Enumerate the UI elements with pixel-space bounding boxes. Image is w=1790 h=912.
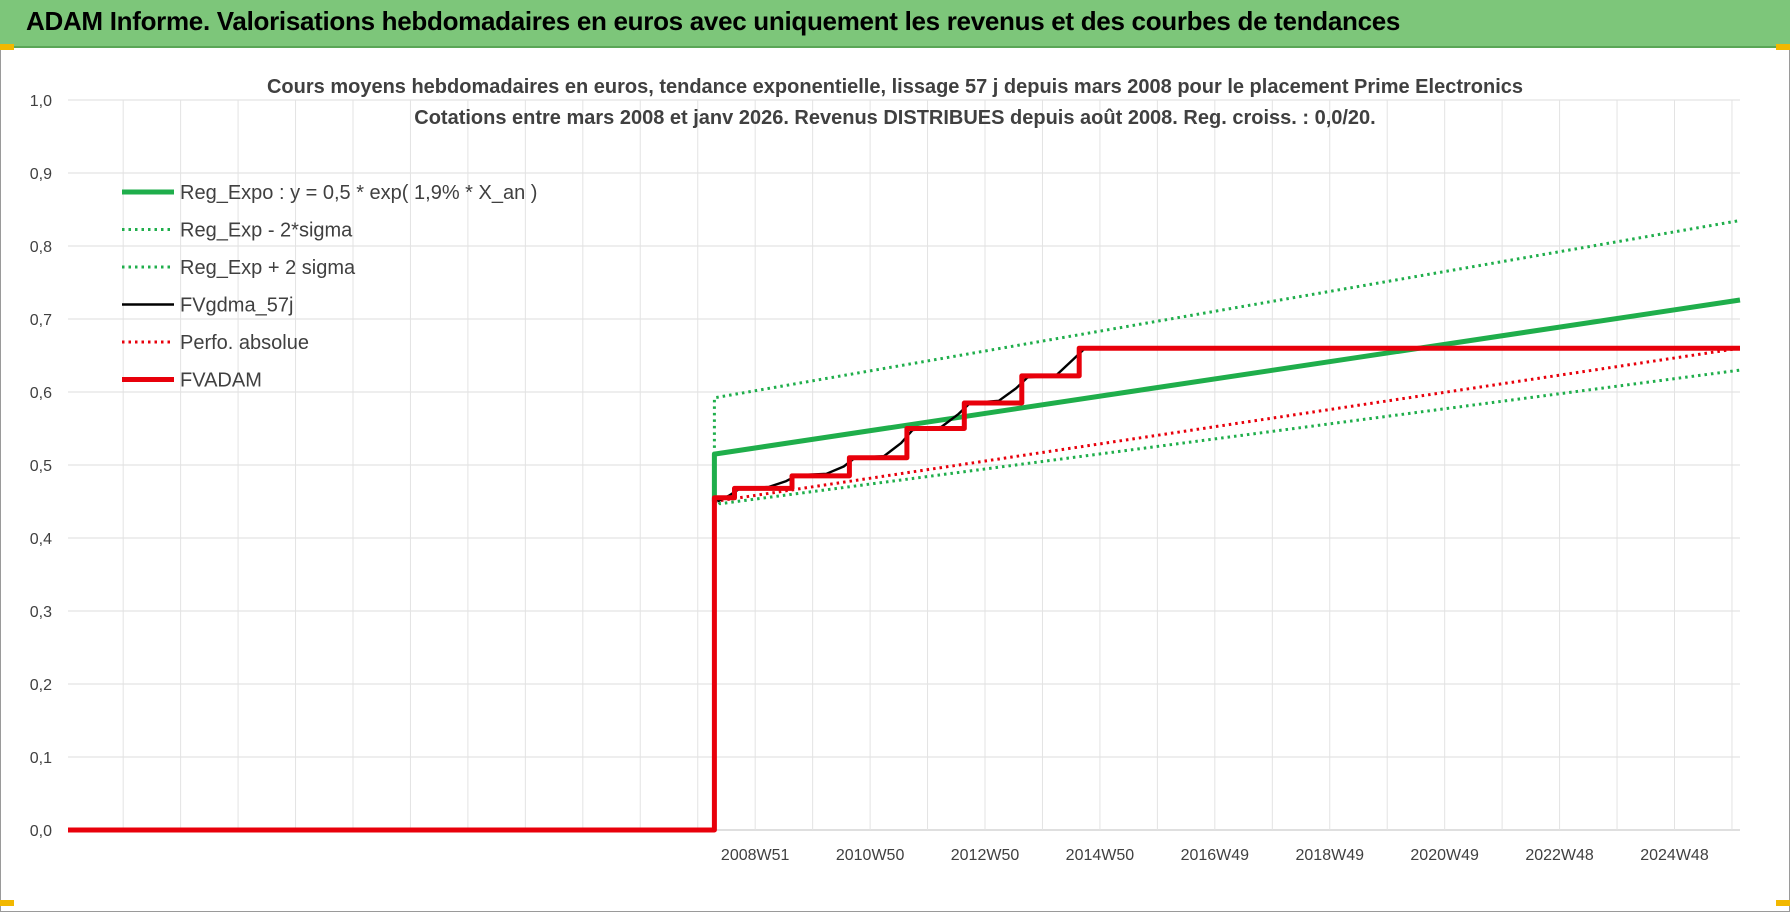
series-line-5 [68,345,1740,833]
x-tick-label: 2014W50 [1066,847,1135,864]
banner-title: ADAM Informe. Valorisations hebdomadaire… [26,6,1401,36]
axis-labels: 0,0 0,1 0,2 0,3 0,4 0,5 0,6 0,7 0,8 0,9 1,0 2008W51… [30,93,1709,864]
x-tick-label: 2016W49 [1181,847,1250,864]
x-tick-label: 2022W48 [1525,847,1594,864]
y-tick-label: 0,0 [30,823,52,840]
x-tick-label: 2008W51 [721,847,790,864]
x-tick-label: 2018W49 [1296,847,1365,864]
corner-marker-bottom-left [0,900,14,906]
y-tick-label: 0,8 [30,239,52,256]
corner-marker-top-right [1776,44,1790,50]
banner: ADAM Informe. Valorisations hebdomadaire… [0,0,1790,48]
series-lines [68,219,1741,833]
y-tick-label: 0,9 [30,166,52,183]
y-tick-label: 0,1 [30,750,52,767]
legend-label: Reg_Exp - 2*sigma [180,220,353,242]
series-line-4 [68,346,1741,832]
y-tick-label: 0,6 [30,385,52,402]
x-tick-label: 2024W48 [1640,847,1709,864]
x-tick-label: 2012W50 [951,847,1020,864]
chart-subtitle: Cotations entre mars 2008 et janv 2026. … [414,107,1375,129]
y-tick-label: 1,0 [30,93,52,110]
legend-label: Reg_Exp + 2 sigma [180,257,356,279]
series-line-2 [712,219,1741,487]
corner-marker-top-left [0,44,14,50]
grid-lines [68,99,1740,831]
legend-label: Reg_Expo : y = 0,5 * exp( 1,9% * X_an ) [180,182,537,204]
y-tick-label: 0,4 [30,531,52,548]
y-tick-label: 0,2 [30,677,52,694]
corner-marker-bottom-right [1776,900,1790,906]
x-tick-label: 2010W50 [836,847,905,864]
series-line-0 [711,297,1741,502]
y-tick-label: 0,7 [30,312,52,329]
y-tick-label: 0,3 [30,604,52,621]
legend: Reg_Expo : y = 0,5 * exp( 1,9% * X_an ) R… [122,182,537,392]
series-line-1 [713,368,1741,506]
y-tick-label: 0,5 [30,458,52,475]
x-tick-label: 2020W49 [1410,847,1479,864]
legend-label: Perfo. absolue [180,332,309,354]
legend-label: FVADAM [180,370,262,392]
chart-titles: Cours moyens hebdomadaires en euros, ten… [267,76,1523,129]
chart-title: Cours moyens hebdomadaires en euros, ten… [267,76,1523,98]
legend-label: FVgdma_57j [180,295,293,317]
